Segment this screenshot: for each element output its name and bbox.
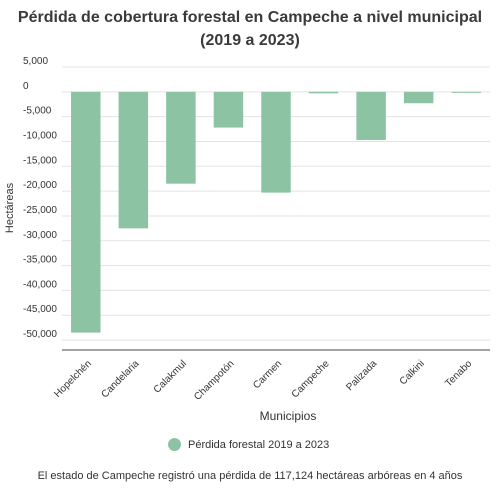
chart-title-line2: (2019 a 2023) (200, 32, 300, 49)
bar (261, 91, 291, 193)
chart-title: Pérdida de cobertura forestal en Campech… (0, 6, 500, 52)
x-tick-label: Palizada (344, 358, 379, 393)
y-tick-label: -45,000 (23, 304, 57, 315)
y-tick-label: 5,000 (23, 56, 48, 67)
y-axis-label: Hectáreas (4, 182, 16, 233)
y-tick-label: -50,000 (23, 329, 57, 340)
legend-swatch (168, 438, 181, 451)
x-tick-label: Carmen (251, 358, 284, 391)
legend-label: Pérdida forestal 2019 a 2023 (188, 438, 330, 451)
x-tick-label: Campeche (290, 358, 332, 400)
y-tick-label: -30,000 (23, 230, 57, 241)
y-tick-label: -20,000 (23, 180, 57, 191)
chart-title-line1: Pérdida de cobertura forestal en Campech… (17, 9, 483, 26)
x-tick-label: Calakmul (152, 358, 189, 395)
bar (71, 91, 101, 333)
y-tick-label: -10,000 (23, 130, 57, 141)
x-tick-label: Tenabo (443, 358, 474, 389)
bar (308, 91, 339, 94)
bar (213, 91, 244, 128)
bar (451, 91, 481, 93)
bar (403, 91, 434, 104)
bar-chart: 5,000 0 -5,000 -10,000 -15,000 -20,000 -25,000… (4, 56, 490, 423)
y-tick-label: -25,000 (23, 205, 57, 216)
x-tick-label: Champotón (192, 358, 236, 402)
x-axis-label: Municipios (260, 409, 317, 423)
x-tick-label: Calkini (398, 358, 427, 387)
y-tick-label: -15,000 (23, 155, 57, 166)
bar (166, 91, 196, 184)
y-tick-label: -40,000 (23, 279, 57, 290)
chart-caption: El estado de Campeche registró una pérdi… (37, 470, 463, 482)
y-tick-label: -35,000 (23, 255, 57, 266)
bar (356, 91, 386, 140)
y-tick-label: -5,000 (23, 106, 52, 117)
legend[interactable]: Pérdida forestal 2019 a 2023 (168, 438, 329, 451)
x-tick-label: Hopelchén (52, 358, 94, 400)
bar (118, 91, 149, 229)
x-tick-label: Candelaria (99, 358, 141, 400)
y-tick-label: 0 (23, 81, 29, 92)
